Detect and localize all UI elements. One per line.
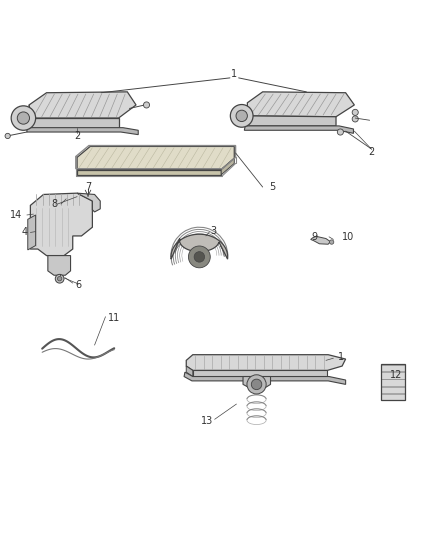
- Bar: [381, 364, 405, 400]
- Circle shape: [230, 104, 253, 127]
- Polygon shape: [29, 92, 136, 118]
- Circle shape: [5, 133, 11, 139]
- Bar: [381, 386, 405, 393]
- Circle shape: [144, 102, 150, 108]
- Polygon shape: [186, 366, 193, 376]
- Text: 4: 4: [21, 228, 28, 237]
- Text: 5: 5: [269, 182, 276, 192]
- Circle shape: [352, 109, 358, 116]
- Polygon shape: [193, 370, 327, 376]
- Polygon shape: [247, 116, 336, 126]
- Text: 9: 9: [311, 232, 317, 242]
- Text: 1: 1: [231, 69, 237, 79]
- Circle shape: [251, 379, 262, 390]
- Text: 8: 8: [51, 199, 57, 209]
- Polygon shape: [311, 236, 330, 244]
- Polygon shape: [27, 128, 138, 135]
- Polygon shape: [221, 158, 234, 175]
- Text: 1: 1: [338, 352, 344, 362]
- Polygon shape: [244, 126, 353, 133]
- Polygon shape: [247, 92, 354, 117]
- Circle shape: [11, 106, 35, 130]
- Polygon shape: [77, 169, 221, 175]
- Text: 6: 6: [75, 280, 81, 290]
- Polygon shape: [77, 193, 100, 212]
- Polygon shape: [29, 105, 31, 128]
- Circle shape: [194, 252, 205, 262]
- Circle shape: [17, 112, 29, 124]
- Polygon shape: [77, 147, 234, 169]
- Polygon shape: [184, 372, 346, 384]
- Circle shape: [247, 375, 266, 394]
- Circle shape: [352, 116, 358, 122]
- Polygon shape: [186, 354, 346, 370]
- Circle shape: [329, 240, 334, 244]
- Text: 3: 3: [211, 225, 217, 236]
- Bar: [381, 373, 405, 378]
- Polygon shape: [243, 376, 271, 388]
- Text: 7: 7: [85, 182, 91, 192]
- Polygon shape: [28, 215, 35, 250]
- Circle shape: [188, 246, 210, 268]
- Bar: [381, 394, 405, 400]
- Circle shape: [57, 277, 62, 281]
- Polygon shape: [30, 193, 92, 256]
- Bar: [381, 365, 405, 372]
- Text: 12: 12: [390, 370, 402, 380]
- Circle shape: [236, 110, 247, 122]
- Circle shape: [55, 274, 64, 283]
- Circle shape: [337, 129, 343, 135]
- Text: 14: 14: [10, 210, 22, 220]
- Polygon shape: [31, 118, 119, 128]
- Bar: [381, 379, 405, 386]
- Polygon shape: [48, 256, 71, 275]
- Text: 2: 2: [369, 147, 375, 157]
- Text: 10: 10: [342, 232, 354, 242]
- Text: 2: 2: [74, 131, 80, 141]
- Polygon shape: [171, 234, 228, 259]
- Text: 13: 13: [201, 416, 213, 426]
- Text: 11: 11: [108, 313, 120, 323]
